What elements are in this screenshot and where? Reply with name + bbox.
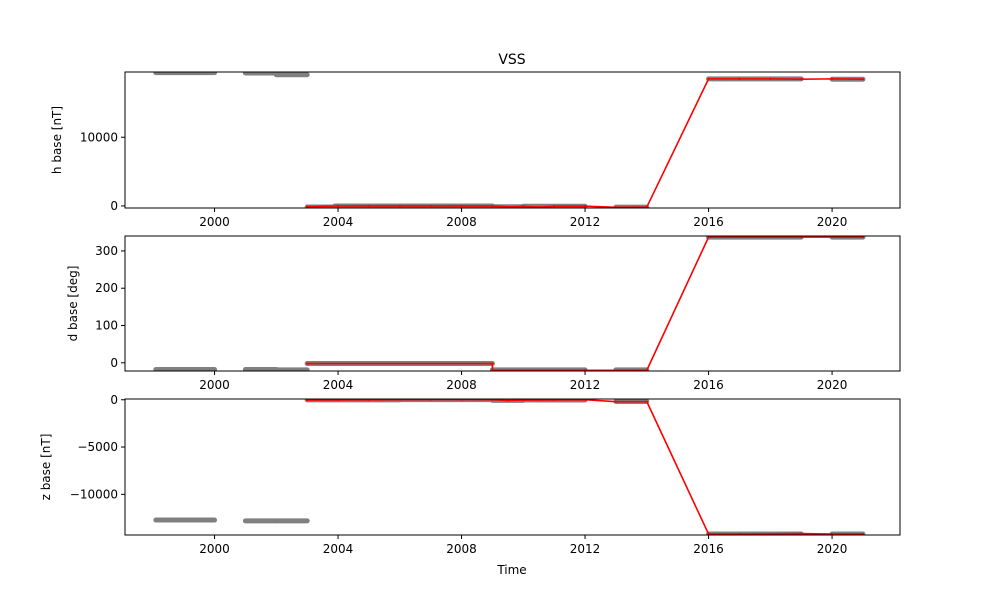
x-tick-label: 2012 xyxy=(570,215,601,229)
x-tick-label: 2016 xyxy=(693,215,724,229)
panel-1: 2000 2004 2008 2012 2016 2020 0 10000 h base [nT… xyxy=(50,71,901,229)
y-tick-label: −10000 xyxy=(70,487,118,501)
x-tick-label: 2016 xyxy=(693,378,724,392)
axes-frame xyxy=(124,71,901,209)
data-point xyxy=(738,532,741,535)
data-point xyxy=(707,77,710,81)
x-tick-label: 2004 xyxy=(323,542,354,556)
y-tick-label: 0 xyxy=(110,356,118,370)
data-point xyxy=(491,362,494,365)
x-tick-label: 2000 xyxy=(199,378,230,392)
data-point xyxy=(367,204,371,208)
data-point xyxy=(537,205,540,208)
axes-frame xyxy=(124,398,901,536)
y-axis-label: h base [nT] xyxy=(50,106,64,174)
data-point xyxy=(707,532,710,535)
panel-2: 2000 2004 2008 2012 2016 2020 0 100 200 300 d base… xyxy=(66,235,901,392)
x-tick-label: 2000 xyxy=(199,542,230,556)
data-point xyxy=(336,204,340,208)
data-point xyxy=(830,77,834,81)
y-tick-label: −5000 xyxy=(77,440,118,454)
data-point xyxy=(830,532,834,535)
y-tick-label: 100 xyxy=(95,319,118,333)
y-axis-label: d base [deg] xyxy=(66,266,80,342)
y-tick-label: 0 xyxy=(110,393,118,407)
data-point xyxy=(738,77,741,81)
x-tick-label: 2016 xyxy=(693,542,724,556)
data-point xyxy=(583,204,587,208)
data-point xyxy=(645,205,649,208)
panel-3: 2000 2004 2008 2012 2016 2020 0 −5000 −10000 z ba… xyxy=(39,393,901,556)
x-tick-label: 2020 xyxy=(817,215,848,229)
data-point xyxy=(367,399,371,402)
data-point xyxy=(799,532,803,535)
data-point xyxy=(707,236,710,239)
data-point xyxy=(429,204,432,208)
data-point xyxy=(861,236,865,239)
plot-area xyxy=(153,72,866,208)
chart-title: VSS xyxy=(498,52,525,68)
plot-area xyxy=(153,236,866,371)
data-point xyxy=(861,532,865,535)
x-axis-label: Time xyxy=(496,563,526,577)
x-tick-label: 2008 xyxy=(446,215,477,229)
data-point xyxy=(305,362,309,365)
data-point xyxy=(305,399,309,402)
x-tick-label: 2012 xyxy=(570,542,601,556)
x-tick-label: 2020 xyxy=(817,542,848,556)
data-point xyxy=(506,399,510,402)
x-tick-label: 2008 xyxy=(446,542,477,556)
axes-frame xyxy=(124,235,901,372)
data-point xyxy=(460,204,463,208)
x-tick-label: 2004 xyxy=(323,215,354,229)
data-point xyxy=(522,399,525,402)
y-axis-label: z base [nT] xyxy=(39,434,53,501)
x-tick-label: 2008 xyxy=(446,378,477,392)
data-point xyxy=(614,400,618,403)
x-tick-label: 2004 xyxy=(323,378,354,392)
data-point xyxy=(512,205,516,208)
y-tick-label: 0 xyxy=(110,199,118,213)
data-point xyxy=(552,205,556,208)
x-tick-label: 2012 xyxy=(570,378,601,392)
data-point xyxy=(799,236,803,239)
data-point xyxy=(522,205,525,208)
data-point xyxy=(552,399,556,402)
data-point xyxy=(398,204,402,208)
y-tick-label: 200 xyxy=(95,281,118,295)
data-point xyxy=(645,400,649,403)
x-tick-label: 2000 xyxy=(199,215,230,229)
data-point xyxy=(861,78,865,81)
y-tick-label: 10000 xyxy=(80,130,118,144)
series-line xyxy=(307,78,863,208)
data-point xyxy=(769,77,772,81)
data-point xyxy=(491,204,494,208)
data-point xyxy=(336,399,340,402)
data-point xyxy=(799,78,803,81)
x-tick-label: 2020 xyxy=(817,378,848,392)
y-tick-label: 300 xyxy=(95,244,118,258)
data-point xyxy=(305,205,309,208)
series-line xyxy=(307,399,863,535)
